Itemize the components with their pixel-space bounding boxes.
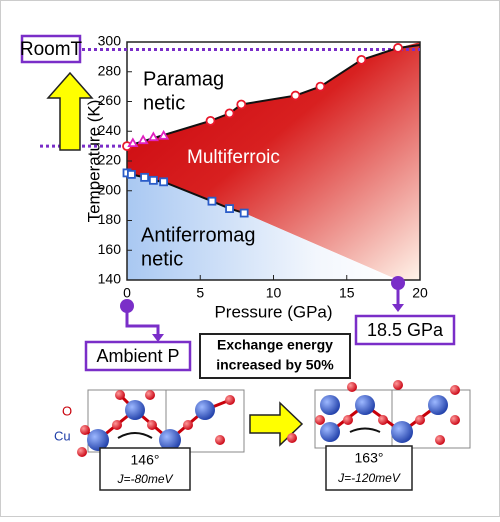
data-point xyxy=(225,204,234,214)
room-label: RoomT xyxy=(20,39,83,60)
exchange-text: Exchange energy xyxy=(217,337,333,353)
antiferromagnetic-region xyxy=(127,172,399,280)
region-label: netic xyxy=(141,248,183,270)
data-point xyxy=(148,175,158,185)
data-point xyxy=(315,81,326,92)
j-label: J=-80meV xyxy=(116,472,173,486)
y-axis-label: Temperature (K) xyxy=(84,100,103,223)
y-tick-label: 140 xyxy=(98,271,122,287)
x-tick-label: 5 xyxy=(196,285,204,301)
data-point xyxy=(140,172,149,182)
angle-label: 163° xyxy=(355,450,384,466)
y-tick-label: 180 xyxy=(98,211,122,227)
data-point xyxy=(205,115,216,126)
y-tick-label: 280 xyxy=(98,62,122,78)
angle-label: 146° xyxy=(131,452,160,468)
oxygen-label: O xyxy=(62,403,72,418)
up-arrow xyxy=(46,71,94,151)
data-point xyxy=(239,208,249,218)
data-point xyxy=(356,54,367,65)
exchange-text: increased by 50% xyxy=(216,357,334,373)
data-point xyxy=(158,129,170,140)
data-point xyxy=(127,137,139,148)
y-tick-label: 160 xyxy=(98,241,122,257)
pin-arrow xyxy=(152,334,164,342)
y-tick-label: 300 xyxy=(98,33,122,49)
structure-right xyxy=(287,380,471,449)
high-p-box xyxy=(354,314,456,346)
x-tick-label: 0 xyxy=(123,285,131,301)
data-point xyxy=(224,108,235,119)
y-tick-label: 240 xyxy=(98,122,122,138)
data-point xyxy=(137,134,149,145)
room-box xyxy=(20,34,82,64)
pressure-pin xyxy=(391,276,406,290)
x-tick-label: 15 xyxy=(339,285,355,301)
y-tick-label: 200 xyxy=(98,181,122,197)
y-tick-label: 220 xyxy=(98,152,122,168)
ambient-label: Ambient P xyxy=(96,346,179,366)
pin-line xyxy=(125,306,160,336)
data-point xyxy=(393,43,403,53)
structure-left xyxy=(77,389,245,457)
multiferroic-region xyxy=(127,42,420,280)
data-point xyxy=(159,177,169,187)
region-label: Antiferromag xyxy=(141,224,256,246)
data-point xyxy=(236,99,247,110)
angle-box xyxy=(99,447,191,491)
x-tick-label: 10 xyxy=(266,285,282,301)
exchange-box xyxy=(199,333,351,379)
region-label: Paramag xyxy=(143,68,224,90)
y-tick-label: 260 xyxy=(98,92,122,108)
data-point xyxy=(207,196,217,206)
ambient-box xyxy=(84,340,192,372)
x-tick-label: 20 xyxy=(412,285,428,301)
angle-box xyxy=(325,445,413,491)
high-p-label: 18.5 GPa xyxy=(367,320,444,340)
annotations: RoomT Ambient P 18.5 GPa Exchange energy… xyxy=(20,34,471,491)
data-point xyxy=(147,131,159,142)
copper-label: Cu xyxy=(54,428,71,443)
pin-arrow xyxy=(392,304,404,312)
data-point xyxy=(290,90,301,101)
j-label: J=-120meV xyxy=(337,471,401,485)
x-axis-label: Pressure (GPa) xyxy=(214,302,332,321)
plot: 140 160 180 200 220 240 260 280 300 0 5 10 15 20 Press… xyxy=(40,33,428,321)
region-label: Multiferroic xyxy=(187,147,280,168)
region-label: netic xyxy=(143,92,185,114)
data-point xyxy=(126,169,136,179)
